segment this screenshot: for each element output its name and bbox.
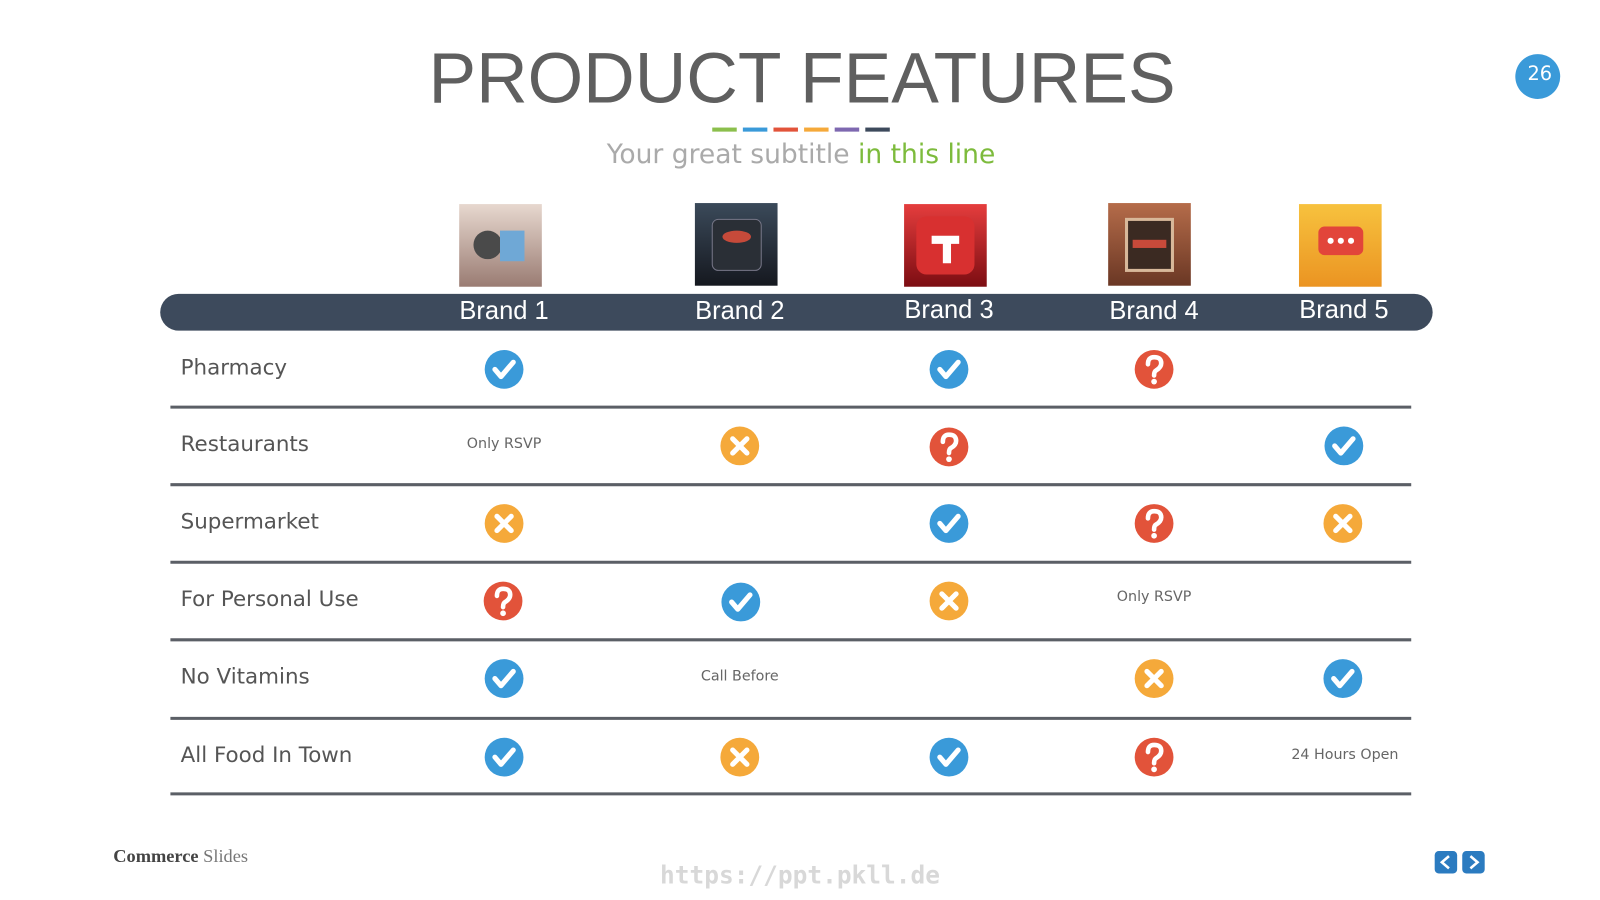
- footer-brand-light: Slides: [203, 846, 248, 866]
- brand-images: [459, 203, 1382, 287]
- subtitle: Your great subtitle in this line: [606, 139, 996, 170]
- cell-note: Only RSVP: [1117, 589, 1192, 605]
- subtitle-highlight: in this line: [858, 139, 995, 170]
- header-bar: [160, 293, 1433, 331]
- cell-note: Only RSVP: [467, 436, 542, 452]
- row-label: Pharmacy: [181, 355, 288, 380]
- row-label: No Vitamins: [181, 665, 310, 690]
- column-header: Brand 1: [459, 297, 548, 325]
- cell-note: Call Before: [701, 669, 779, 685]
- title: PRODUCT FEATURES: [428, 39, 1175, 119]
- nav-next[interactable]: [1462, 851, 1485, 874]
- column-header: Brand 4: [1109, 297, 1198, 325]
- nav-prev[interactable]: [1434, 851, 1458, 874]
- column-header: Brand 2: [695, 297, 784, 325]
- column-header: Brand 3: [904, 296, 993, 324]
- watermark: https://ppt.pkll.de: [660, 861, 940, 890]
- page-number: 26: [1527, 62, 1552, 85]
- title-underline: [712, 127, 890, 132]
- row-separators: [170, 405, 1412, 796]
- column-header: Brand 5: [1299, 296, 1388, 324]
- cell-note: 24 Hours Open: [1291, 747, 1398, 763]
- row-label: All Food In Town: [181, 743, 353, 768]
- footer-brand: Commerce Slides: [113, 846, 248, 866]
- row-label: For Personal Use: [181, 587, 359, 612]
- footer-brand-bold: Commerce: [113, 846, 198, 866]
- row-label: Restaurants: [181, 432, 309, 457]
- row-label: Supermarket: [181, 509, 319, 534]
- page-badge: [1515, 54, 1561, 99]
- subtitle-text: Your great subtitle: [606, 139, 850, 170]
